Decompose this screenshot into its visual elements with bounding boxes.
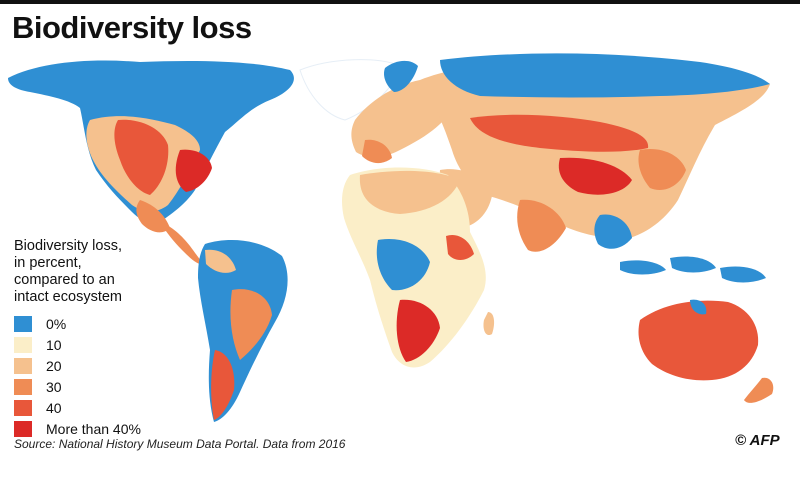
- legend-title-line: Biodiversity loss,: [14, 238, 122, 254]
- africa: [342, 167, 486, 368]
- legend-item-over-40: More than 40%: [14, 419, 184, 439]
- source-note: Source: National History Museum Data Por…: [14, 437, 346, 451]
- legend-label: 20: [46, 358, 62, 374]
- legend-swatch: [14, 421, 32, 437]
- asia: [420, 53, 770, 252]
- australia: [638, 300, 759, 381]
- legend-title-line: compared to an: [14, 272, 115, 288]
- legend-item-10: 10: [14, 335, 184, 355]
- north-america: [8, 60, 294, 233]
- legend-swatch: [14, 358, 32, 374]
- map-title: Biodiversity loss: [12, 10, 252, 45]
- legend-title: Biodiversity loss, in percent, compared …: [14, 238, 164, 306]
- southeast-asia-islands: [620, 256, 766, 283]
- legend-swatch: [14, 316, 32, 332]
- legend-label: 30: [46, 379, 62, 395]
- legend-swatch: [14, 337, 32, 353]
- legend-title-line: in percent,: [14, 255, 82, 271]
- legend-item-30: 30: [14, 377, 184, 397]
- legend-label: 0%: [46, 316, 67, 332]
- legend-item-0: 0%: [14, 314, 184, 334]
- legend: Biodiversity loss, in percent, compared …: [14, 238, 184, 440]
- legend-item-20: 20: [14, 356, 184, 376]
- legend-label: More than 40%: [46, 421, 141, 437]
- top-rule: [0, 0, 800, 4]
- legend-item-40: 40: [14, 398, 184, 418]
- legend-label: 10: [46, 337, 62, 353]
- legend-label: 40: [46, 400, 62, 416]
- europe: [351, 60, 451, 164]
- legend-title-line: intact ecosystem: [14, 289, 122, 305]
- legend-swatch: [14, 400, 32, 416]
- legend-swatch: [14, 379, 32, 395]
- south-america: [198, 240, 288, 422]
- afp-credit: © AFP: [735, 432, 780, 449]
